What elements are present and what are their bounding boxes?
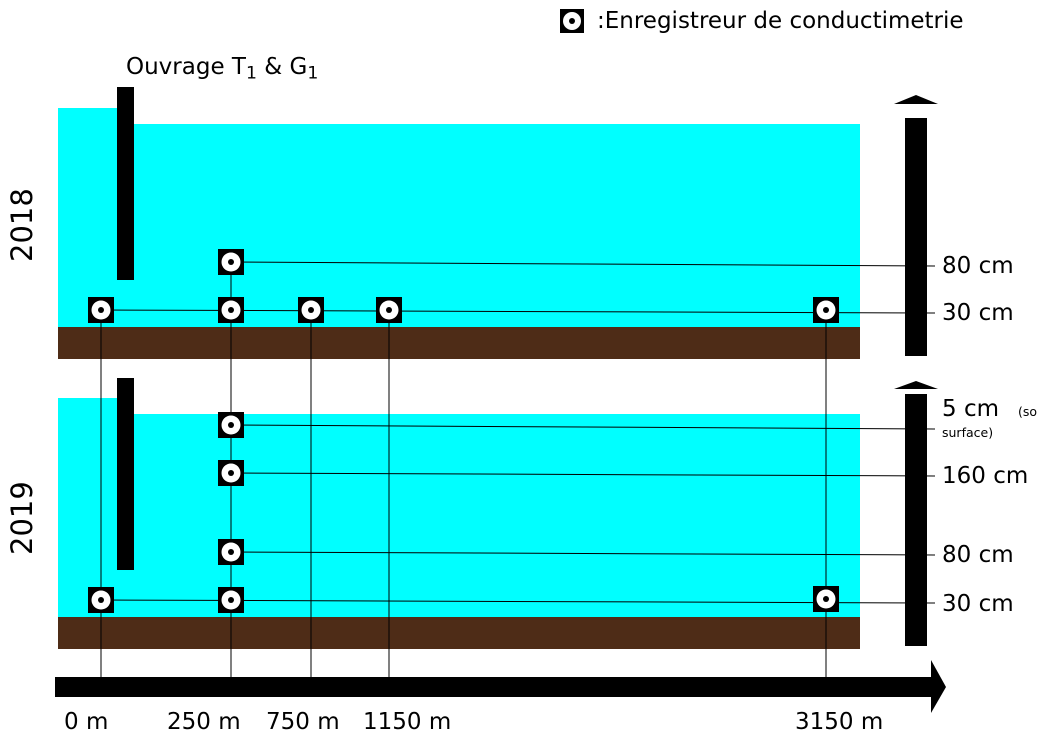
year-label-2019: 2019	[5, 481, 39, 555]
depth-label-2018-80: 80 cm	[942, 253, 1014, 279]
depth-label-2019-80: 80 cm	[942, 542, 1014, 568]
distance-label-3150: 3150 m	[795, 709, 884, 735]
distance-label-0: 0 m	[64, 709, 109, 735]
year-label-2018: 2018	[5, 188, 39, 262]
depth-note-a: (so	[1018, 404, 1038, 419]
legend-marker-icon	[560, 9, 584, 33]
sensor-marker-icon	[218, 412, 244, 438]
structure-wall-2018	[117, 87, 134, 280]
sensor-marker-icon	[218, 539, 244, 565]
legend-label: :Enregistreur de conductimetrie	[597, 8, 964, 34]
sensor-marker-icon	[218, 460, 244, 486]
water-2018-main	[120, 124, 860, 327]
depth-label-2019-5: 5 cm	[942, 396, 999, 422]
soil-2019	[58, 617, 860, 649]
water-2018	[58, 108, 120, 327]
sensor-marker-icon	[218, 249, 244, 275]
distance-label-750: 750 m	[266, 709, 340, 735]
depth-arrow-2018	[894, 95, 938, 356]
depth-label-2019-160: 160 cm	[942, 463, 1029, 489]
depth-label-2019-30: 30 cm	[942, 591, 1014, 617]
distance-label-1150: 1150 m	[363, 709, 452, 735]
panel-2018	[58, 87, 860, 359]
depth-arrow-2019	[894, 381, 938, 646]
sensor-marker-icon	[298, 297, 324, 323]
sensor-marker-icon	[88, 587, 114, 613]
panel-2019	[58, 378, 860, 649]
sensor-marker-icon	[218, 297, 244, 323]
sensor-marker-icon	[218, 587, 244, 613]
depth-label-2018-30: 30 cm	[942, 300, 1014, 326]
soil-2018	[58, 327, 860, 359]
sensor-markers	[88, 249, 839, 613]
sensor-marker-icon	[813, 297, 839, 323]
distance-arrow	[55, 660, 946, 713]
structure-label: Ouvrage T1 & G1	[126, 54, 319, 84]
water-2019	[58, 398, 120, 618]
sensor-marker-icon	[88, 297, 114, 323]
distance-label-250: 250 m	[167, 709, 241, 735]
sensor-marker-icon	[376, 297, 402, 323]
sensor-marker-icon	[813, 586, 839, 612]
water-2019-main	[120, 414, 860, 618]
structure-wall-2019	[117, 378, 134, 570]
depth-note-b: surface)	[942, 425, 994, 440]
